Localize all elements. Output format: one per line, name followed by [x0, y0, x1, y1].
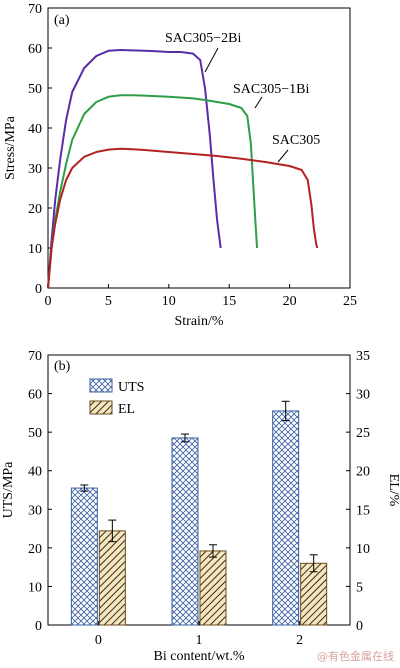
panel-a-series: [47, 49, 319, 289]
legend-swatch-el: [89, 400, 113, 415]
legend-label-uts: UTS: [118, 380, 144, 395]
y-tick-label: 60: [28, 388, 42, 403]
uts-el-bar-chart: (b) 0 10 20 30 40 50 60 70 0 5 10 15 20 25 30 35 0 1 2 U…: [1, 349, 400, 664]
panel-b-y-label: UTS/MPa: [1, 461, 16, 519]
panel-a-tag: (a): [54, 13, 70, 28]
bar-uts: [70, 487, 98, 626]
y-tick-label: 30: [28, 162, 42, 177]
y-tick-label: 20: [28, 542, 42, 557]
panel-b-legend: UTS EL: [89, 378, 144, 417]
y-tick-label: 40: [28, 122, 42, 137]
y-tick-label: 0: [35, 282, 42, 297]
legend-swatch-uts: [89, 378, 113, 393]
x-tick-label: 2: [296, 633, 303, 648]
panel-b-x-ticks: 0 1 2: [95, 621, 303, 648]
curve-label-leader: [254, 96, 263, 109]
x-tick-label: 0: [45, 294, 52, 309]
stress-strain-chart: (a) 0 10 20 30 40 50 60 70 0 5 10 15 20 25 SAC305−2B…: [3, 2, 357, 329]
series-line-sac305: [47, 147, 319, 289]
curve-label-leader: [277, 149, 289, 163]
bar-uts: [272, 410, 300, 626]
y-tick-label: 30: [28, 503, 42, 518]
y-tick-label-right: 20: [356, 465, 370, 480]
panel-a-x-label: Strain/%: [175, 314, 224, 329]
curve-label-leader: [204, 47, 219, 73]
panel-b-left-y-ticks: 0 10 20 30 40 50 60 70: [28, 349, 52, 634]
y-tick-label: 20: [28, 202, 42, 217]
bar-uts: [171, 437, 199, 626]
y-tick-label-right: 25: [356, 426, 370, 441]
x-tick-label: 15: [222, 294, 236, 309]
x-tick-label: 1: [196, 633, 203, 648]
x-tick-label: 20: [283, 294, 297, 309]
y-tick-label: 50: [28, 426, 42, 441]
y-tick-label-right: 5: [356, 580, 363, 595]
series-line-sac305-2bi: [47, 49, 222, 289]
panel-b-y-label-right: EL/%: [386, 474, 400, 507]
x-tick-label: 25: [343, 294, 357, 309]
panel-b-tag: (b): [54, 359, 71, 374]
bar-el: [199, 550, 227, 626]
y-tick-label-right: 10: [356, 542, 370, 557]
panel-a-y-ticks: 0 10 20 30 40 50 60 70: [28, 2, 52, 297]
y-tick-label: 10: [28, 580, 42, 595]
bar-el: [300, 562, 328, 626]
curve-label: SAC305−2Bi: [165, 31, 241, 46]
x-tick-label: 5: [105, 294, 112, 309]
y-tick-label: 40: [28, 465, 42, 480]
series-line-sac305-1bi: [47, 94, 258, 289]
panel-a-x-ticks: 0 5 10 15 20 25: [45, 284, 357, 309]
y-tick-label: 70: [28, 2, 42, 17]
panel-a-y-label: Stress/MPa: [3, 115, 18, 180]
y-tick-label-right: 30: [356, 388, 370, 403]
panel-b-right-y-ticks: 0 5 10 15 20 25 30 35: [346, 349, 370, 634]
y-tick-label-right: 35: [356, 349, 370, 364]
legend-label-el: EL: [118, 402, 135, 417]
panel-b-bars: [70, 400, 328, 626]
panel-a-curve-labels: SAC305−2Bi SAC305−1Bi SAC305: [165, 31, 320, 163]
y-tick-label: 60: [28, 42, 42, 57]
y-tick-label: 10: [28, 242, 42, 257]
curve-label: SAC305−1Bi: [233, 82, 309, 97]
y-tick-label-right: 15: [356, 503, 370, 518]
watermark: @有色金属在线: [317, 650, 394, 663]
panel-b-x-label: Bi content/wt.%: [154, 649, 245, 664]
y-tick-label: 50: [28, 82, 42, 97]
y-tick-label: 0: [35, 619, 42, 634]
panel-a-frame: [47, 7, 351, 289]
curve-label: SAC305: [272, 133, 320, 148]
x-tick-label: 0: [95, 633, 102, 648]
x-tick-label: 10: [162, 294, 176, 309]
bar-el: [98, 530, 126, 626]
y-tick-label-right: 0: [356, 619, 363, 634]
y-tick-label: 70: [28, 349, 42, 364]
